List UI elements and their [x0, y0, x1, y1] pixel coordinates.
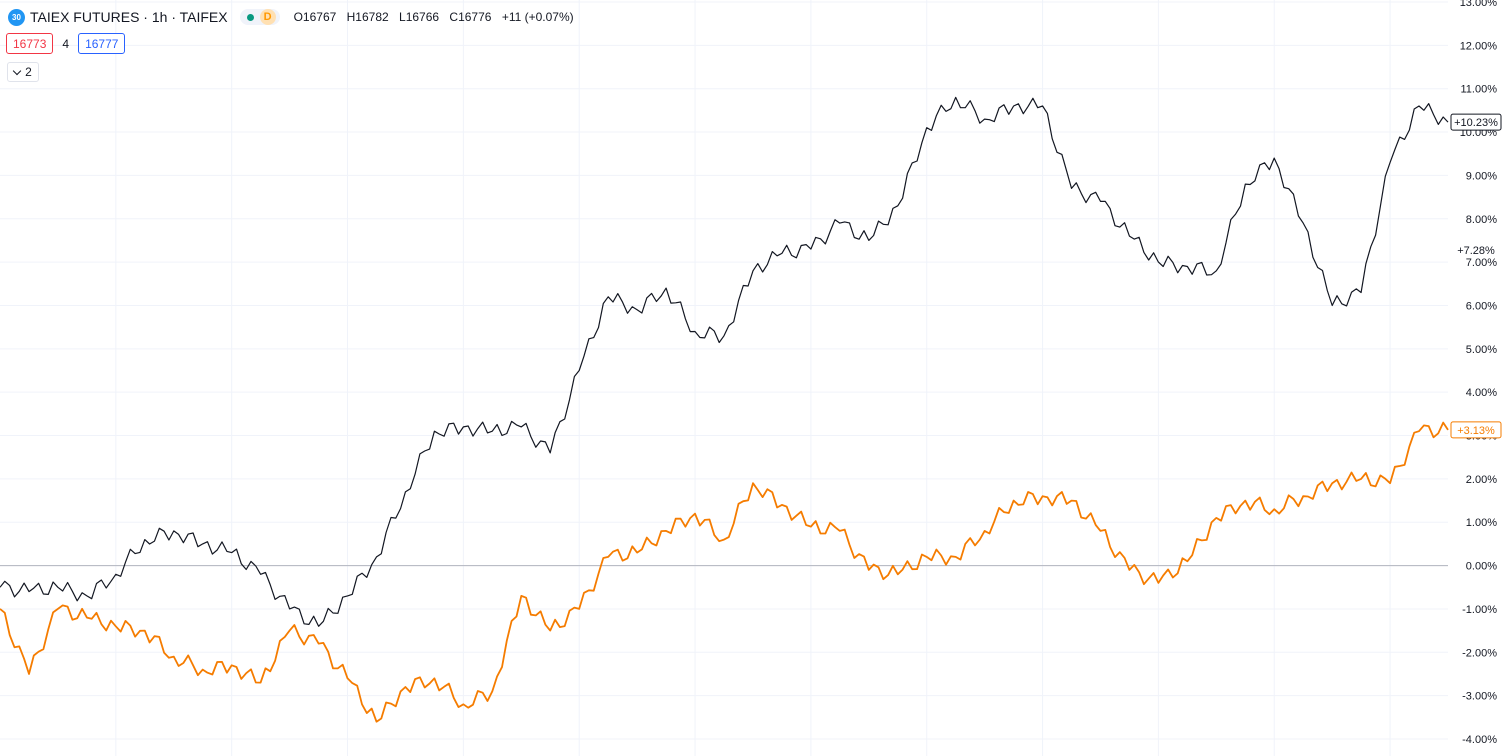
compare-last-price-label-text: +3.13%	[1457, 425, 1495, 437]
chevron-down-icon	[12, 66, 22, 75]
y-tick-label: 7.00%	[1466, 257, 1497, 269]
symbol-title[interactable]: TAIEX FUTURES · 1h · TAIFEX	[30, 9, 228, 25]
ohlc-close: C16776	[449, 10, 492, 24]
chart-legend: 30 TAIEX FUTURES · 1h · TAIFEX D O16767 …	[8, 8, 581, 26]
ohlc-values: O16767 H16782 L16766 C16776 +11 (+0.07%)	[294, 10, 581, 24]
y-tick-label: -4.00%	[1462, 734, 1497, 746]
market-status[interactable]: D	[239, 9, 280, 25]
y-tick-label: 8.00%	[1466, 214, 1497, 226]
indicator-count: 2	[25, 65, 32, 79]
grid-lines	[0, 0, 1448, 756]
main-last-price-label-text: +10.23%	[1454, 117, 1498, 129]
y-tick-label: 5.00%	[1466, 344, 1497, 356]
y-tick-label: 4.00%	[1466, 387, 1497, 399]
compare-last-price-label-box	[1450, 421, 1502, 439]
compare-last-price-label: +3.13%	[1450, 421, 1502, 439]
y-tick-label: 1.00%	[1466, 517, 1497, 529]
y-tick-label: -3.00%	[1462, 691, 1497, 703]
mid-price-label: +7.28%	[1457, 245, 1495, 257]
y-tick-label: 0.00%	[1466, 561, 1497, 573]
ohlc-high: H16782	[346, 10, 389, 24]
price-labels: +7.28% +10.23% +3.13%	[1450, 113, 1502, 439]
y-axis[interactable]: 13.00%12.00%11.00%10.00%9.00%8.00%7.00%6…	[1460, 0, 1498, 746]
series-line-compare	[0, 421, 1449, 723]
collapse-indicators-button[interactable]: 2	[7, 62, 39, 82]
y-tick-label: 6.00%	[1466, 300, 1497, 312]
buy-button[interactable]: 16777	[78, 33, 126, 54]
ohlc-low: L16766	[399, 10, 440, 24]
y-tick-label: 12.00%	[1460, 40, 1498, 52]
main-last-price-label-box	[1450, 113, 1502, 131]
y-tick-label: 13.00%	[1460, 0, 1498, 9]
sell-button[interactable]: 16773	[6, 33, 54, 54]
ohlc-change: +11 (+0.07%)	[501, 10, 574, 24]
y-tick-label: 11.00%	[1461, 84, 1498, 96]
y-tick-label: -1.00%	[1462, 604, 1497, 616]
mid-price-label-text: +7.28%	[1457, 245, 1495, 257]
spread-value: 4	[62, 36, 70, 51]
symbol-badge-icon[interactable]: 30	[8, 8, 25, 26]
main-last-price-label: +10.23%	[1450, 113, 1502, 131]
quote-panel: 16773 4 16777	[6, 33, 126, 54]
y-tick-label: 2.00%	[1466, 474, 1497, 486]
series-line-main	[0, 96, 1449, 627]
y-tick-label: -2.00%	[1462, 647, 1497, 659]
ohlc-open: O16767	[293, 10, 337, 24]
delayed-data-icon: D	[259, 9, 276, 25]
y-tick-label: 9.00%	[1466, 170, 1497, 182]
market-open-dot-icon	[246, 13, 254, 21]
